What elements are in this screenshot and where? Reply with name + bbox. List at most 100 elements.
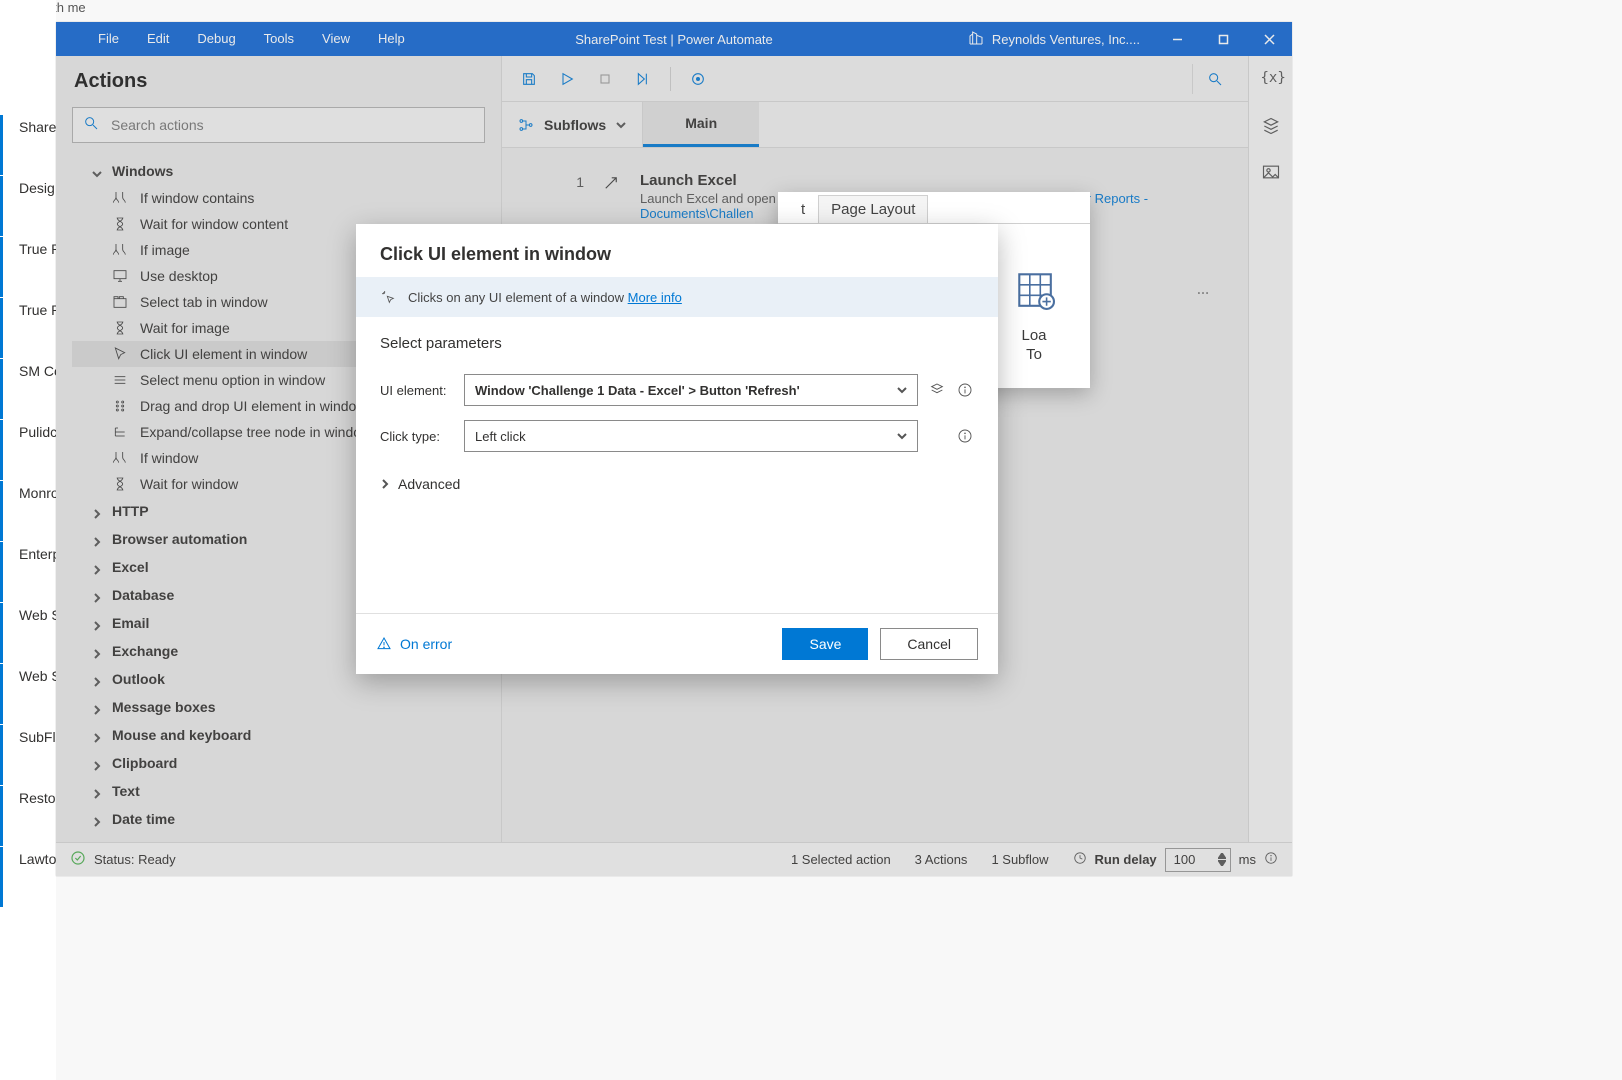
preview-item-right: Loa To bbox=[994, 253, 1074, 363]
ui-elements-panel-button[interactable] bbox=[1261, 116, 1281, 136]
preview-tab-page-layout: Page Layout bbox=[818, 195, 928, 223]
cursor-click-icon bbox=[380, 289, 396, 305]
menu-edit[interactable]: Edit bbox=[133, 22, 183, 56]
minimize-button[interactable] bbox=[1154, 22, 1200, 56]
chevron-icon bbox=[92, 166, 102, 176]
bg-item: Enterp bbox=[0, 542, 56, 602]
param-click-type-value: Left click bbox=[475, 429, 526, 444]
chevron-down-icon bbox=[897, 431, 907, 441]
subflows-label: Subflows bbox=[544, 117, 606, 133]
run-button[interactable] bbox=[552, 64, 582, 94]
run-delay-unit: ms bbox=[1239, 852, 1256, 867]
menu-file[interactable]: File bbox=[84, 22, 133, 56]
action-group-text[interactable]: Text bbox=[72, 777, 485, 805]
menu-debug[interactable]: Debug bbox=[183, 22, 249, 56]
chevron-icon bbox=[92, 590, 102, 600]
subflows-dropdown[interactable]: Subflows bbox=[502, 102, 643, 147]
bg-item: Desig bbox=[0, 176, 56, 236]
action-group-windows[interactable]: Windows bbox=[72, 157, 485, 185]
org-selector[interactable]: Reynolds Ventures, Inc.... bbox=[954, 30, 1154, 49]
step-button[interactable] bbox=[628, 64, 658, 94]
record-button[interactable] bbox=[683, 64, 713, 94]
stop-button[interactable] bbox=[590, 64, 620, 94]
action-if-window-contains[interactable]: If window contains bbox=[72, 185, 485, 211]
preview-item-right-label-1: Loa bbox=[1021, 327, 1046, 344]
action-config-dialog: Click UI element in window Clicks on any… bbox=[356, 224, 998, 674]
chevron-icon bbox=[92, 534, 102, 544]
bg-item: True R bbox=[0, 237, 56, 297]
menu-help[interactable]: Help bbox=[364, 22, 419, 56]
status-selected: 1 Selected action bbox=[791, 852, 891, 867]
hourglass-icon bbox=[112, 320, 128, 336]
info-icon[interactable] bbox=[956, 427, 974, 445]
chevron-icon bbox=[92, 758, 102, 768]
chevron-icon bbox=[92, 618, 102, 628]
bg-items-list: ShareDesigTrue RTrue RSM CePulidcMonroEn… bbox=[0, 115, 56, 908]
hourglass-icon bbox=[112, 216, 128, 232]
action-group-date-time[interactable]: Date time bbox=[72, 805, 485, 833]
drag-icon bbox=[112, 398, 128, 414]
chevron-down-icon bbox=[897, 385, 907, 395]
chevron-icon bbox=[92, 730, 102, 740]
action-group-mouse-and-keyboard[interactable]: Mouse and keyboard bbox=[72, 721, 485, 749]
bg-item: Monro bbox=[0, 481, 56, 541]
advanced-toggle[interactable]: Advanced bbox=[356, 466, 998, 502]
save-button[interactable] bbox=[514, 64, 544, 94]
actions-panel-title: Actions bbox=[74, 70, 485, 93]
launch-icon bbox=[602, 172, 622, 197]
chevron-icon bbox=[92, 506, 102, 516]
designer-toolbar bbox=[502, 56, 1248, 102]
bg-item: Pulidc bbox=[0, 420, 56, 480]
chevron-icon bbox=[92, 702, 102, 712]
menu-tools[interactable]: Tools bbox=[250, 22, 308, 56]
branch-icon bbox=[112, 190, 128, 206]
chevron-icon bbox=[92, 786, 102, 796]
images-panel-button[interactable] bbox=[1261, 162, 1281, 182]
monitor-icon bbox=[112, 268, 128, 284]
chevron-icon bbox=[92, 562, 102, 572]
action-group-message-boxes[interactable]: Message boxes bbox=[72, 693, 485, 721]
param-ui-element-select[interactable]: Window 'Challenge 1 Data - Excel' > Butt… bbox=[464, 374, 918, 406]
subflow-tabs-row: Subflows Main bbox=[502, 102, 1248, 148]
bg-item: Restor bbox=[0, 786, 56, 846]
run-delay-label: Run delay bbox=[1095, 852, 1157, 867]
bg-item: Share bbox=[0, 115, 56, 175]
window-title: SharePoint Test | Power Automate bbox=[575, 32, 773, 47]
save-button[interactable]: Save bbox=[782, 628, 868, 660]
stepper-arrows-icon[interactable] bbox=[1218, 853, 1226, 866]
bg-item: SM Ce bbox=[0, 359, 56, 419]
tab-main[interactable]: Main bbox=[643, 102, 759, 147]
chevron-icon bbox=[92, 814, 102, 824]
cursor-icon bbox=[112, 346, 128, 362]
chevron-icon bbox=[92, 674, 102, 684]
status-actions: 3 Actions bbox=[915, 852, 968, 867]
cancel-button[interactable]: Cancel bbox=[880, 628, 978, 660]
hourglass-icon bbox=[112, 476, 128, 492]
dialog-info-text: Clicks on any UI element of a window bbox=[408, 290, 628, 305]
maximize-button[interactable] bbox=[1200, 22, 1246, 56]
bg-item: Web S bbox=[0, 664, 56, 724]
tabs-icon bbox=[112, 294, 128, 310]
menu-icon bbox=[112, 372, 128, 388]
info-icon[interactable] bbox=[1264, 851, 1278, 868]
canvas-search-button[interactable] bbox=[1192, 64, 1236, 94]
status-subflow: 1 Subflow bbox=[991, 852, 1048, 867]
org-icon bbox=[968, 30, 984, 49]
actions-search-input[interactable] bbox=[109, 116, 474, 134]
param-click-type-label: Click type: bbox=[380, 429, 454, 444]
param-click-type-select[interactable]: Left click bbox=[464, 420, 918, 452]
dialog-section-label: Select parameters bbox=[356, 317, 998, 352]
step-more-button[interactable] bbox=[1188, 278, 1218, 308]
run-delay-input[interactable]: 100 bbox=[1165, 848, 1231, 872]
close-button[interactable] bbox=[1246, 22, 1292, 56]
on-error-button[interactable]: On error bbox=[376, 636, 452, 652]
ui-element-picker-button[interactable] bbox=[928, 381, 946, 399]
info-icon[interactable] bbox=[956, 381, 974, 399]
variables-panel-button[interactable]: {x} bbox=[1261, 70, 1281, 90]
branch-icon bbox=[112, 242, 128, 258]
menu-view[interactable]: View bbox=[308, 22, 364, 56]
actions-search-box[interactable] bbox=[72, 107, 485, 143]
action-group-clipboard[interactable]: Clipboard bbox=[72, 749, 485, 777]
dialog-more-info-link[interactable]: More info bbox=[628, 290, 682, 305]
preview-item-right-label-2: To bbox=[1026, 346, 1042, 363]
